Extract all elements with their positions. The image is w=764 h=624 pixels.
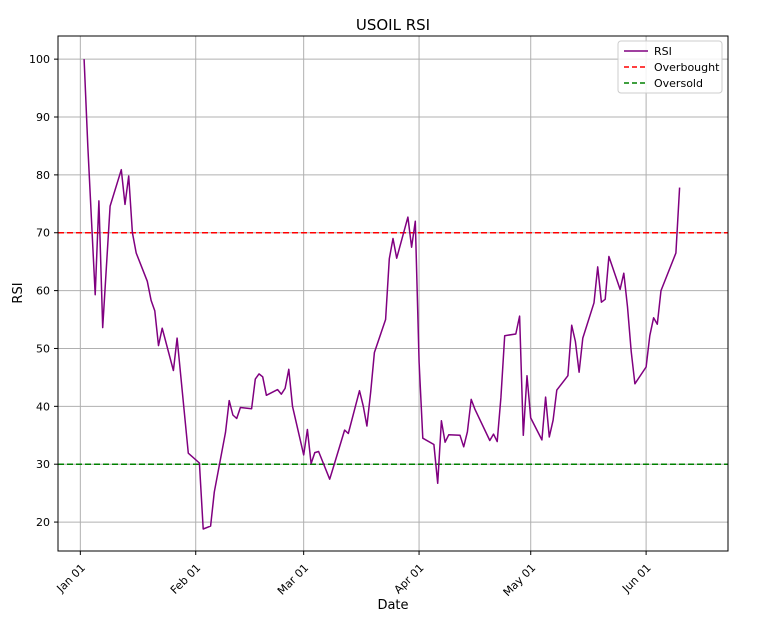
legend-box bbox=[617, 40, 723, 94]
plot-frame bbox=[57, 35, 729, 552]
y-tick-label: 100 bbox=[29, 53, 50, 66]
y-tick-label: 50 bbox=[36, 342, 50, 355]
threshold-lines bbox=[58, 231, 728, 465]
grid bbox=[58, 36, 728, 551]
legend: RSI Overbought Oversold bbox=[617, 40, 723, 94]
legend-label: Oversold bbox=[654, 77, 703, 90]
rsi-line bbox=[83, 59, 681, 530]
y-tick-label: 90 bbox=[36, 111, 50, 124]
y-tick-label: 60 bbox=[36, 285, 50, 298]
y-tick-label: 20 bbox=[36, 516, 50, 529]
y-tick-label: 80 bbox=[36, 169, 50, 182]
y-axis-title: RSI bbox=[11, 282, 26, 303]
legend-label: Overbought bbox=[654, 61, 720, 74]
y-axis-ticks: 20 30 40 50 60 70 80 90 100 bbox=[29, 53, 58, 529]
chart-title: USOIL RSI bbox=[356, 16, 430, 34]
x-axis-title: Date bbox=[377, 598, 408, 613]
rsi-series bbox=[83, 59, 681, 530]
plot-area bbox=[58, 36, 728, 551]
y-tick-label: 30 bbox=[36, 458, 50, 471]
y-tick-label: 70 bbox=[36, 227, 50, 240]
y-tick-label: 40 bbox=[36, 400, 50, 413]
legend-label: RSI bbox=[654, 45, 672, 58]
